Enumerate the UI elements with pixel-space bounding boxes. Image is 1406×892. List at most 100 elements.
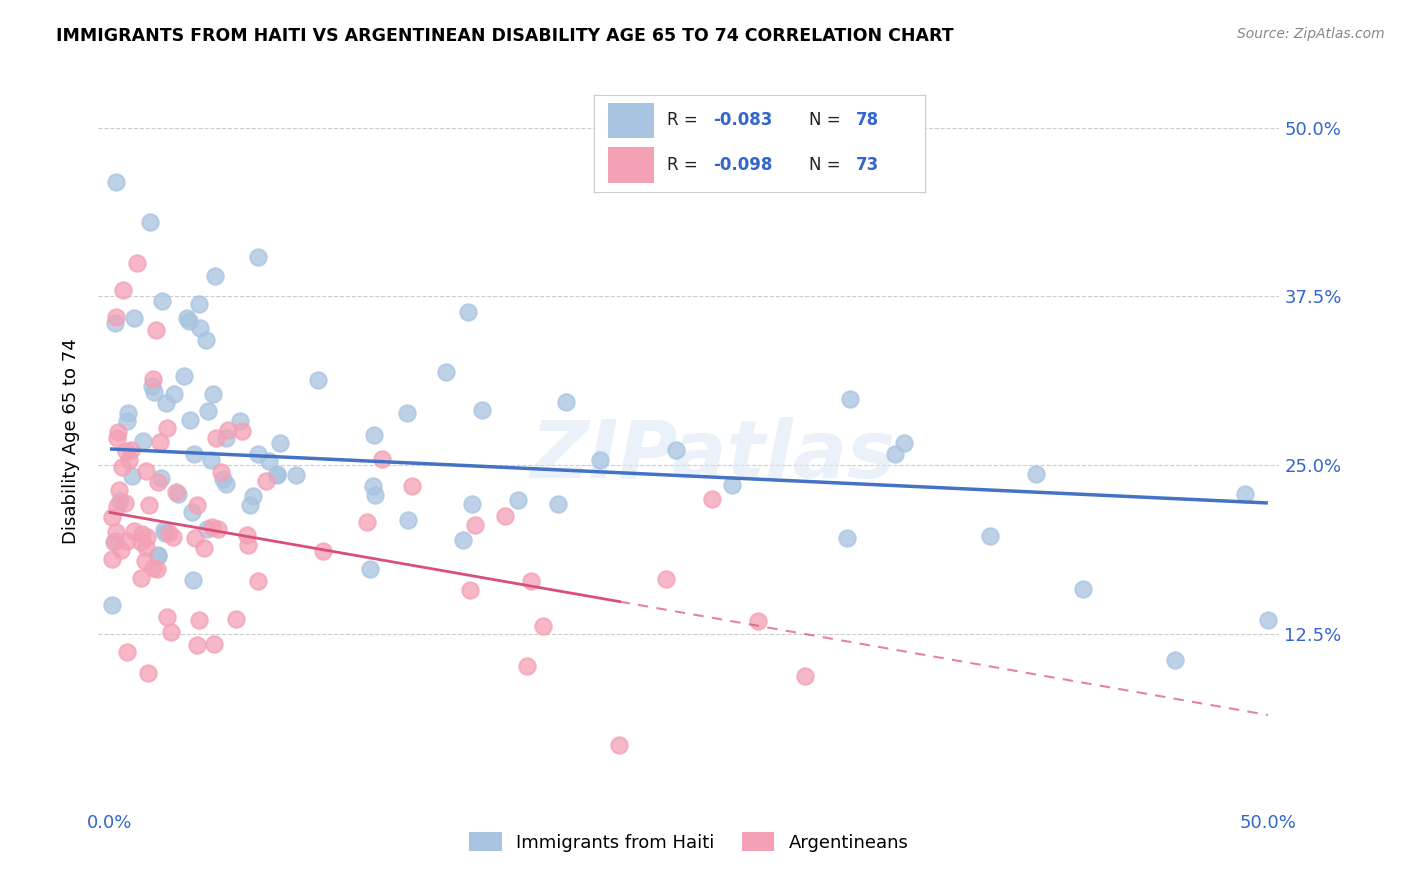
Point: [396, 406, 419, 420]
Point: [246, 574, 269, 588]
Point: [700, 492, 723, 507]
Point: [118, 453, 141, 467]
Point: [115, 414, 138, 428]
Point: [187, 613, 209, 627]
Point: [370, 452, 392, 467]
Point: [176, 311, 198, 326]
Point: [665, 443, 688, 458]
Point: [266, 467, 288, 481]
Point: [104, 524, 127, 539]
Point: [104, 316, 127, 330]
Point: [177, 314, 200, 328]
Y-axis label: Disability Age 65 to 74: Disability Age 65 to 74: [62, 339, 80, 544]
Point: [516, 659, 538, 673]
Point: [200, 520, 222, 534]
Point: [162, 530, 184, 544]
Point: [132, 434, 155, 448]
Point: [142, 560, 165, 574]
Point: [181, 505, 204, 519]
Point: [101, 552, 124, 566]
Point: [122, 524, 145, 538]
Point: [136, 665, 159, 680]
Point: [201, 387, 224, 401]
Point: [146, 548, 169, 562]
Point: [1233, 487, 1256, 501]
Point: [457, 305, 479, 319]
Point: [157, 526, 180, 541]
Point: [101, 598, 124, 612]
Point: [458, 583, 481, 598]
Point: [167, 486, 190, 500]
Point: [609, 738, 631, 752]
Point: [235, 528, 257, 542]
Point: [225, 612, 247, 626]
Point: [215, 431, 238, 445]
Point: [464, 518, 486, 533]
Point: [1257, 613, 1279, 627]
Point: [115, 645, 138, 659]
Legend: Immigrants from Haiti, Argentineans: Immigrants from Haiti, Argentineans: [463, 825, 915, 859]
Point: [307, 373, 329, 387]
Point: [884, 447, 907, 461]
Point: [363, 428, 385, 442]
Point: [107, 431, 129, 445]
Point: [111, 459, 134, 474]
Point: [239, 499, 262, 513]
Point: [156, 420, 179, 434]
Point: [547, 497, 569, 511]
Point: [197, 404, 219, 418]
Point: [184, 531, 207, 545]
Point: [101, 509, 124, 524]
Point: [359, 562, 381, 576]
Point: [361, 479, 384, 493]
Point: [236, 538, 259, 552]
Point: [195, 333, 218, 347]
Point: [108, 483, 131, 497]
Point: [104, 175, 127, 189]
Point: [131, 526, 153, 541]
Point: [135, 464, 157, 478]
Point: [156, 610, 179, 624]
Point: [254, 475, 277, 489]
Point: [163, 387, 186, 401]
Point: [269, 436, 291, 450]
Point: [202, 637, 225, 651]
Point: [142, 385, 165, 400]
Text: Source: ZipAtlas.com: Source: ZipAtlas.com: [1237, 27, 1385, 41]
Point: [747, 614, 769, 628]
Point: [217, 423, 239, 437]
Point: [141, 379, 163, 393]
Point: [589, 453, 612, 467]
Point: [131, 535, 153, 549]
Point: [122, 311, 145, 326]
Point: [356, 515, 378, 529]
Point: [150, 471, 173, 485]
Point: [188, 297, 211, 311]
Point: [155, 525, 177, 540]
Point: [721, 477, 744, 491]
Point: [519, 574, 541, 589]
Point: [312, 544, 335, 558]
Point: [152, 293, 174, 308]
Point: [835, 531, 858, 545]
Point: [200, 453, 222, 467]
Point: [129, 571, 152, 585]
Point: [181, 573, 204, 587]
Point: [1071, 582, 1094, 596]
Point: [1025, 467, 1047, 481]
Point: [257, 454, 280, 468]
Point: [105, 499, 128, 513]
Point: [155, 396, 177, 410]
Point: [555, 394, 578, 409]
Point: [148, 549, 170, 563]
Text: IMMIGRANTS FROM HAITI VS ARGENTINEAN DISABILITY AGE 65 TO 74 CORRELATION CHART: IMMIGRANTS FROM HAITI VS ARGENTINEAN DIS…: [56, 27, 953, 45]
Point: [1164, 652, 1187, 666]
Point: [396, 513, 419, 527]
Point: [207, 523, 229, 537]
Point: [120, 443, 142, 458]
Point: [104, 534, 127, 549]
Point: [138, 498, 160, 512]
Point: [471, 403, 494, 417]
Point: [204, 269, 226, 284]
Point: [142, 372, 165, 386]
